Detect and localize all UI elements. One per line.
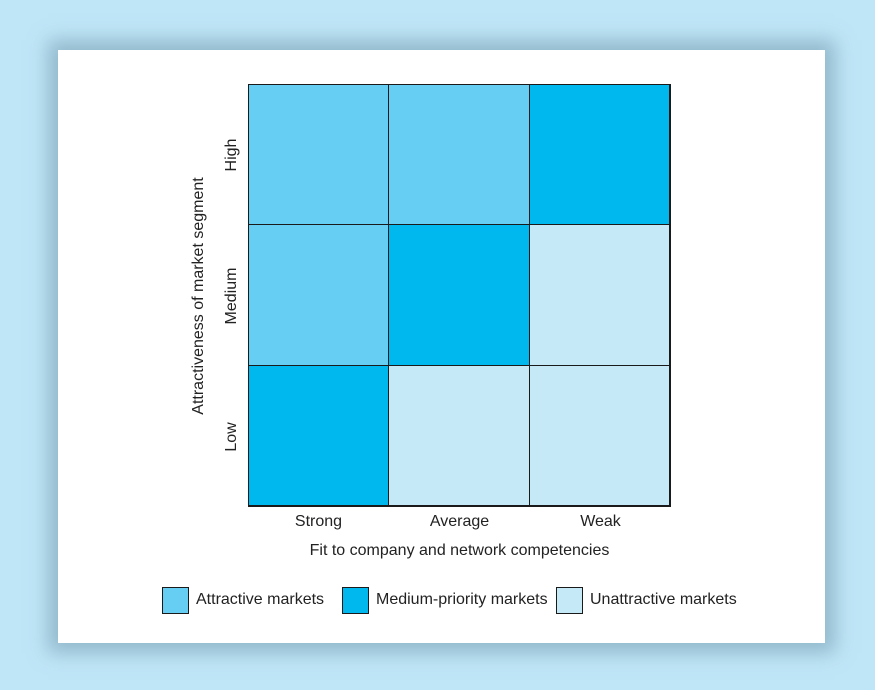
y-axis-title: Attractiveness of market segment (190, 177, 207, 415)
cell-low-average (388, 364, 530, 506)
market-matrix-grid (248, 84, 671, 507)
row-label-low: Low (223, 422, 240, 452)
cell-medium-strong (248, 224, 390, 366)
row-label-high: High (223, 138, 240, 172)
col-label-average: Average (429, 513, 490, 530)
col-label-strong: Strong (294, 513, 343, 530)
legend-label-attractive: Attractive markets (196, 591, 325, 608)
row-label-medium: Medium (223, 267, 240, 325)
legend-swatch-medium (342, 586, 369, 614)
legend-label-medium: Medium-priority markets (376, 591, 548, 608)
cell-medium-average (388, 224, 530, 366)
cell-high-strong (248, 84, 390, 226)
x-axis-title: Fit to company and network competencies (309, 542, 610, 559)
cell-low-weak (528, 364, 670, 506)
col-label-weak: Weak (580, 513, 621, 530)
legend-swatch-attractive (162, 586, 189, 614)
legend-label-unattractive: Unattractive markets (590, 591, 737, 608)
cell-medium-weak (528, 224, 670, 366)
legend-item-attractive: Attractive markets (162, 586, 324, 614)
legend-swatch-unattractive (556, 586, 583, 614)
legend-item-unattractive: Unattractive markets (556, 586, 737, 614)
cell-high-weak (528, 84, 670, 226)
cell-low-strong (248, 364, 390, 506)
legend-item-medium: Medium-priority markets (342, 586, 548, 614)
cell-high-average (388, 84, 530, 226)
